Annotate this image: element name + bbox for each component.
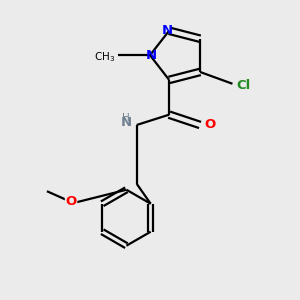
Text: O: O xyxy=(65,195,77,208)
Text: N: N xyxy=(162,24,173,37)
Text: N: N xyxy=(121,116,132,129)
Text: O: O xyxy=(65,195,77,208)
Text: Cl: Cl xyxy=(237,79,251,92)
Text: N: N xyxy=(146,49,157,62)
Text: CH$_3$: CH$_3$ xyxy=(94,50,115,64)
Text: H: H xyxy=(122,112,130,123)
Text: O: O xyxy=(205,118,216,131)
